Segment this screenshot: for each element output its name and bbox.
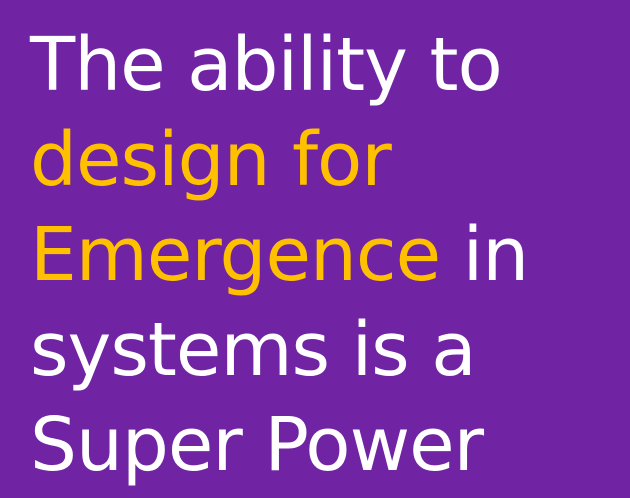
- statement-text-super-power: Super Power: [30, 402, 484, 488]
- highlight-emergence: Emergence: [30, 212, 441, 298]
- statement-line-2: design for: [30, 113, 620, 208]
- statement-text-the-ability-to: The ability to: [30, 22, 503, 108]
- statement-text-systems-is-a: systems is a: [30, 307, 477, 393]
- statement-line-5: Super Power: [30, 398, 620, 493]
- slide-statement: The ability to design for Emergence in s…: [30, 18, 620, 493]
- statement-text-in: in: [440, 212, 529, 298]
- statement-line-4: systems is a: [30, 303, 620, 398]
- statement-line-3: Emergence in: [30, 208, 620, 303]
- statement-line-1: The ability to: [30, 18, 620, 113]
- highlight-design-for: design for: [30, 117, 392, 203]
